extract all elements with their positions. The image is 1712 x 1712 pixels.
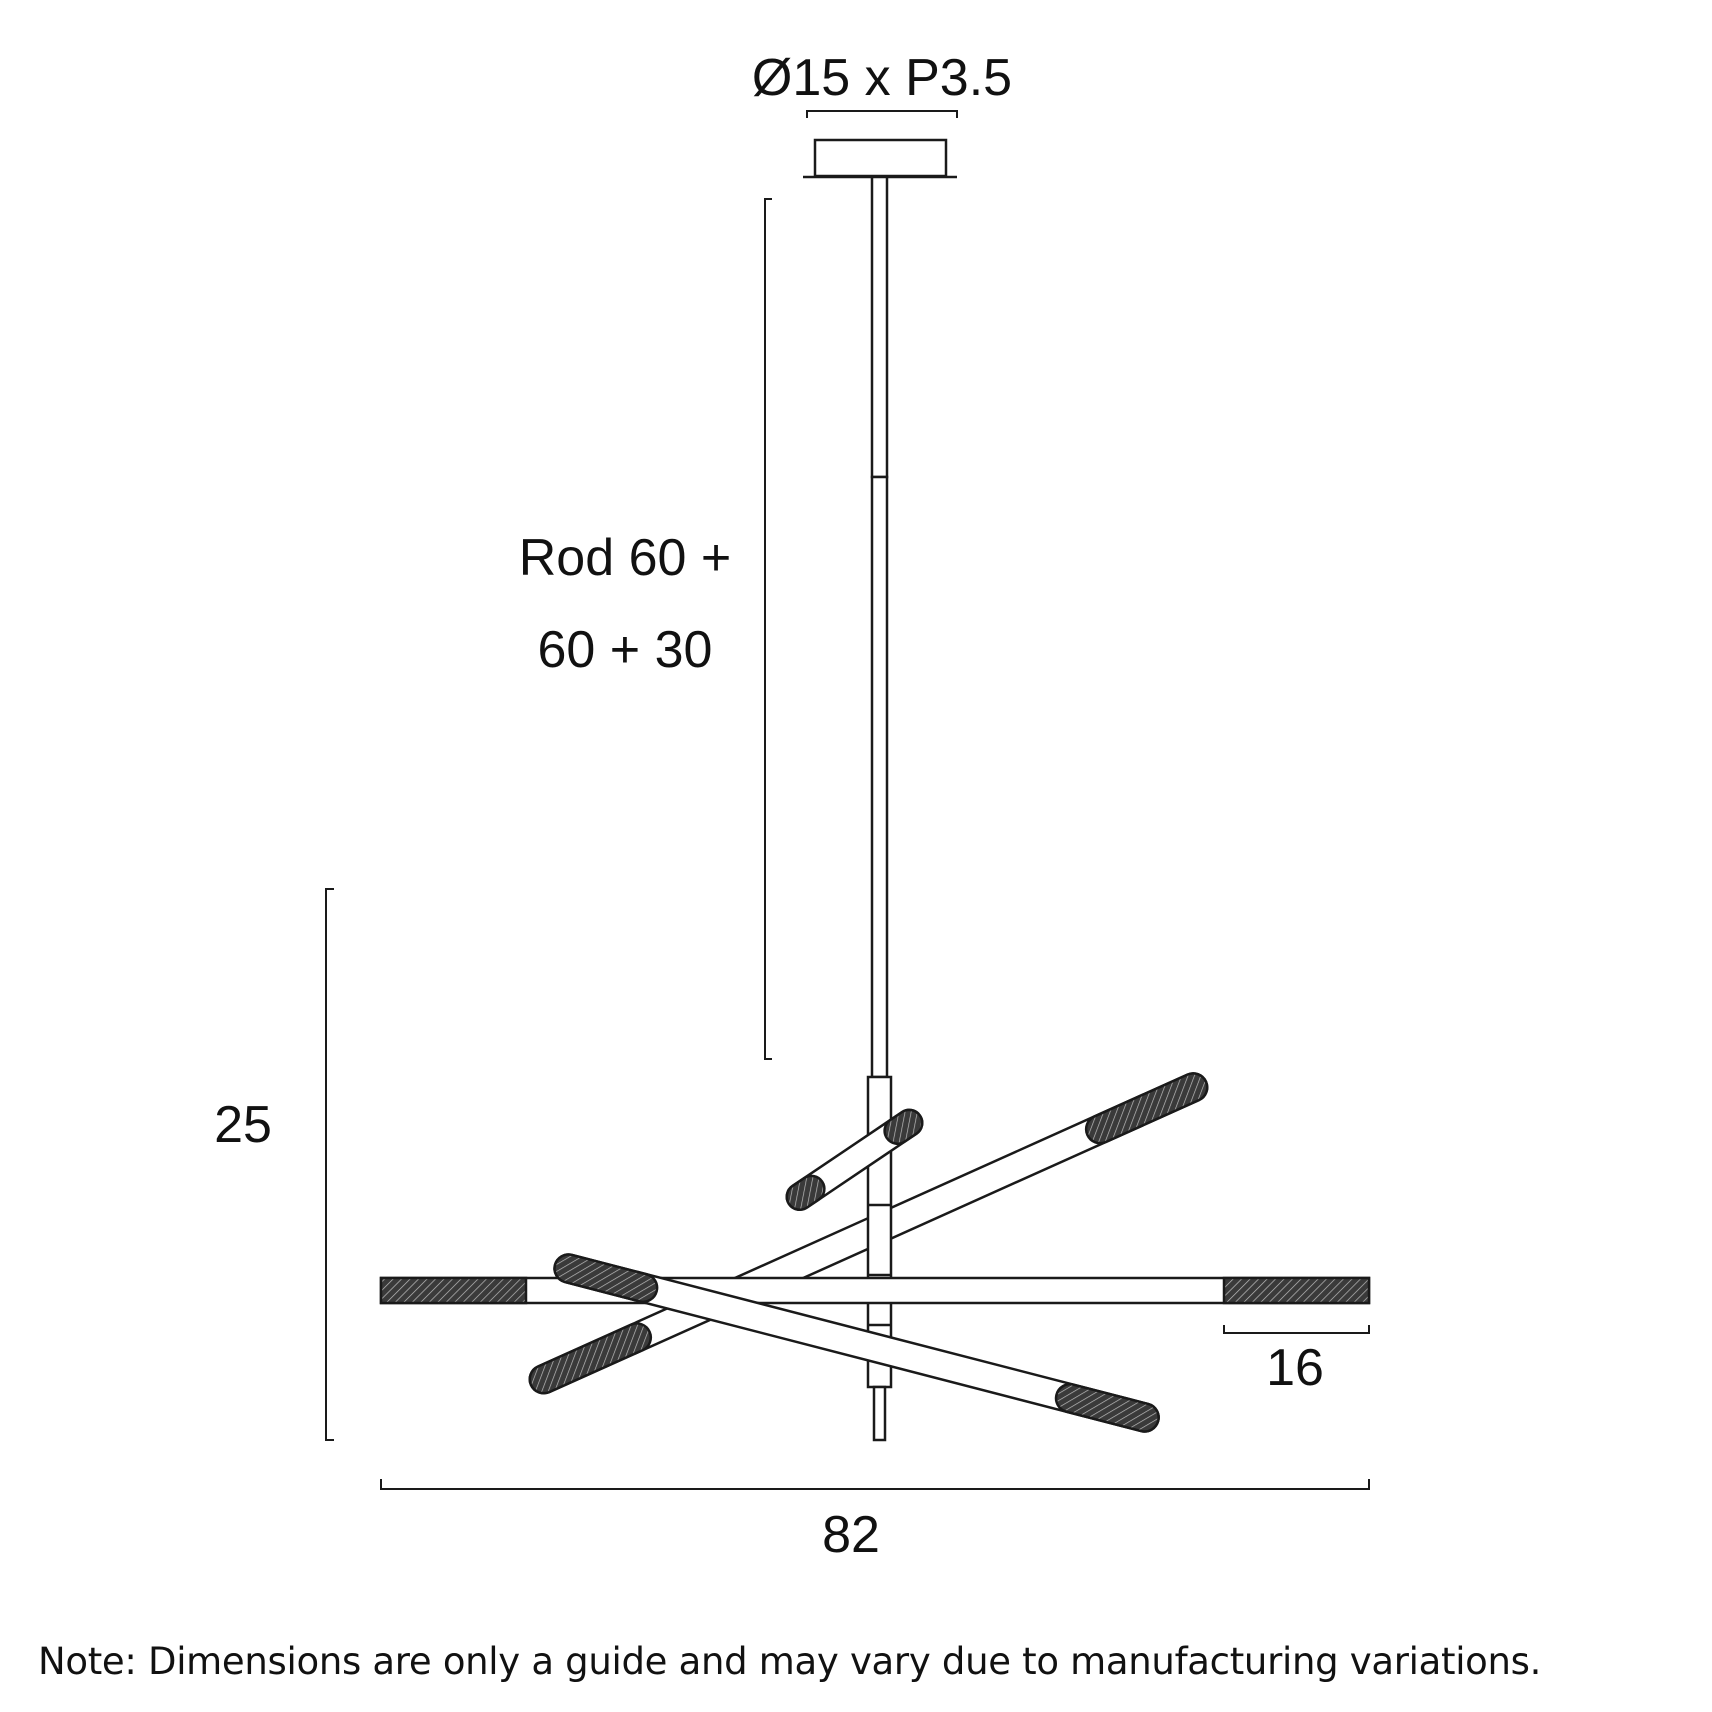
- light-tube-lower-right: [553, 1253, 1160, 1433]
- canopy-dimension: [806, 110, 958, 118]
- ceiling-canopy: [803, 138, 957, 179]
- rod-dimension-label-line1: Rod 60 +: [519, 529, 732, 587]
- light-tube-horizontal: [379, 1276, 1371, 1305]
- suspension-rod: [870, 175, 889, 1079]
- canopy-dimension-label: Ø15 x P3.5: [752, 49, 1012, 107]
- width-dimension-label: 82: [822, 1506, 880, 1564]
- height-dimension: [325, 888, 334, 1441]
- disclaimer-note: Note: Dimensions are only a guide and ma…: [38, 1640, 1542, 1683]
- tube-segment-dimension: [1223, 1325, 1370, 1334]
- tube-segment-dimension-label: 16: [1266, 1339, 1324, 1397]
- rod-dimension: [764, 198, 772, 1060]
- rod-dimension-label-line2: 60 + 30: [538, 621, 713, 679]
- width-dimension: [380, 1479, 1370, 1490]
- light-tube-short: [785, 1108, 924, 1211]
- height-dimension-label: 25: [214, 1096, 272, 1154]
